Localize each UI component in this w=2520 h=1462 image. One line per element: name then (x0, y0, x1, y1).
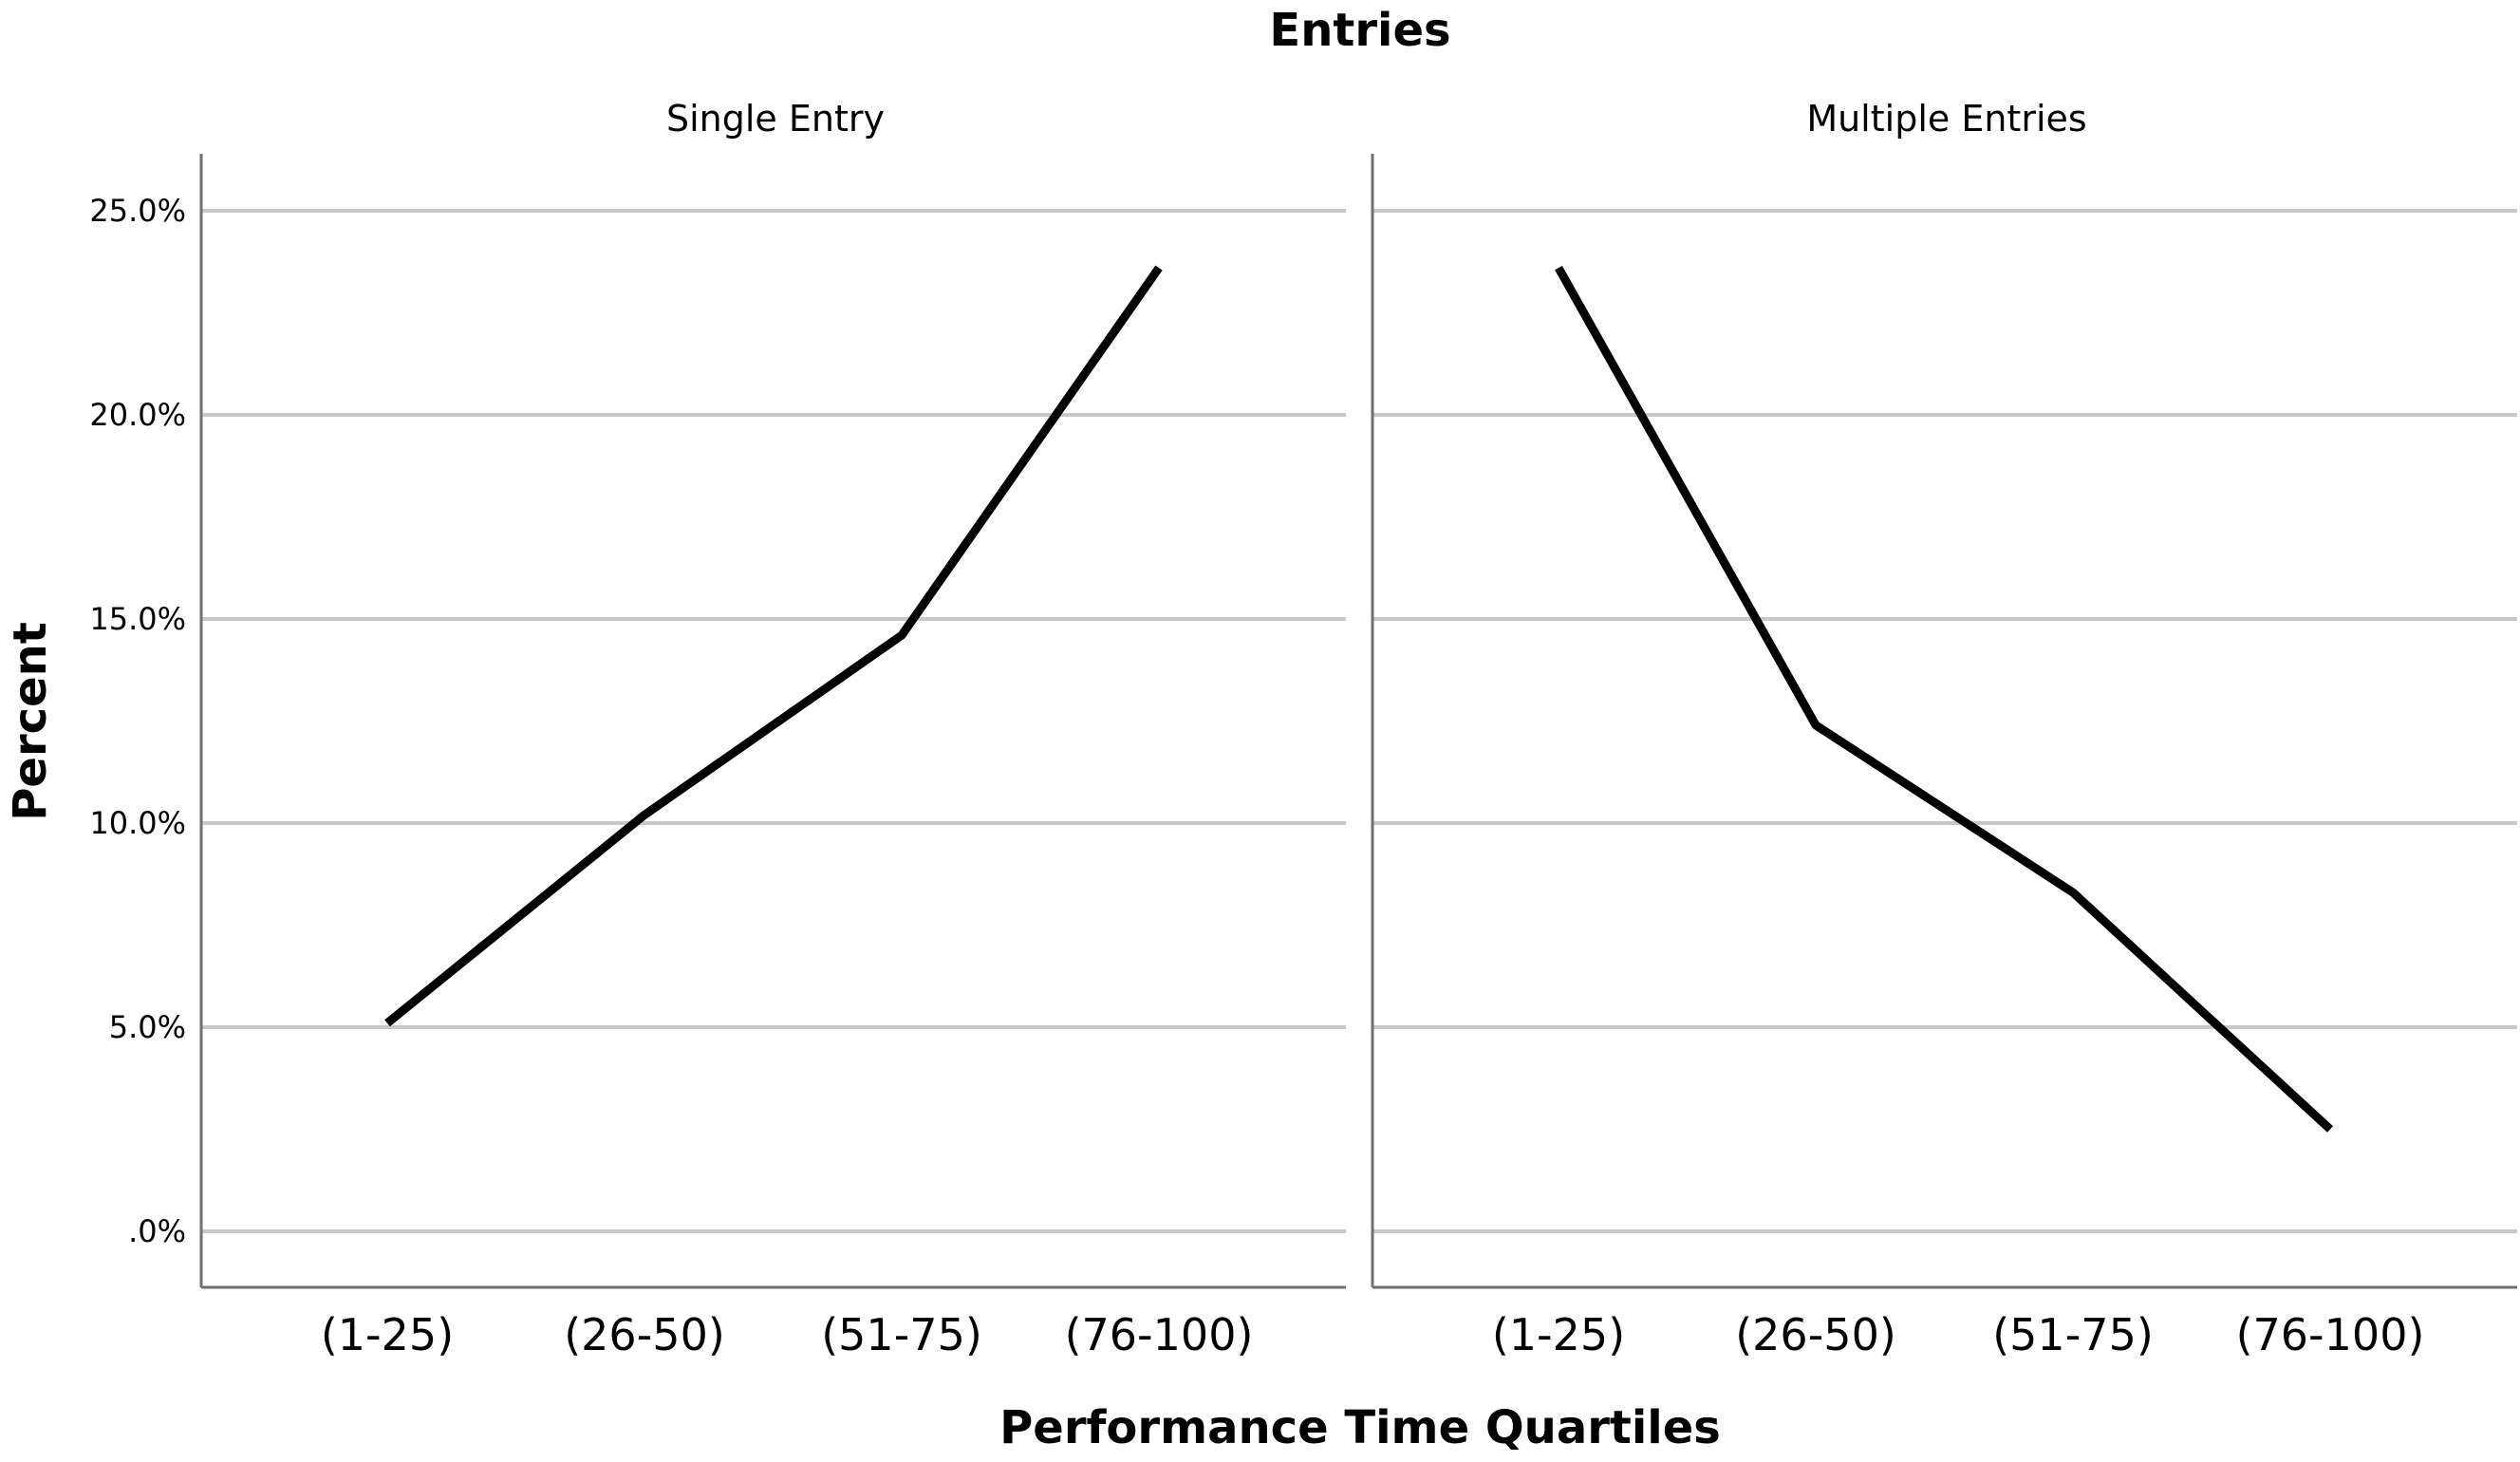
y-tick-label: 25.0% (89, 193, 186, 229)
panel-1: Single Entry (1-25) (26-50) (51-75) (76-100) (199, 98, 1346, 1360)
y-tick-label: 15.0% (89, 601, 186, 637)
y-tick-label: 10.0% (89, 805, 186, 841)
x-tick-label: (76-100) (2236, 1309, 2425, 1360)
x-tick-label: (1-25) (1492, 1309, 1625, 1360)
y-tick-label: 20.0% (89, 397, 186, 433)
x-tick-label: (1-25) (321, 1309, 454, 1360)
panel-2: Multiple Entries (1-25) (26-50) (51-75) (76-… (1371, 98, 2517, 1360)
x-axis-label: Performance Time Quartiles (999, 1401, 1721, 1454)
y-tick-label: .0% (128, 1213, 186, 1249)
series-line (384, 265, 1163, 1027)
x-tick-label: (26-50) (1735, 1309, 1896, 1360)
x-tick-label: (51-75) (821, 1309, 982, 1360)
chart-panels: Single Entry (1-25) (26-50) (51-75) (76-100)… (199, 98, 2517, 1360)
chart-title: Entries (1269, 4, 1450, 57)
x-tick-label: (26-50) (564, 1309, 725, 1360)
series-line (1555, 265, 2334, 1133)
y-axis-ticks: .0% 5.0% 10.0% 15.0% 20.0% 25.0% (89, 193, 186, 1249)
panel-title: Single Entry (666, 98, 885, 140)
y-axis-label: Percent (4, 622, 57, 821)
x-tick-label: (76-100) (1065, 1309, 1254, 1360)
y-tick-label: 5.0% (109, 1009, 186, 1045)
x-tick-label: (51-75) (1992, 1309, 2154, 1360)
panel-title: Multiple Entries (1806, 98, 2086, 140)
